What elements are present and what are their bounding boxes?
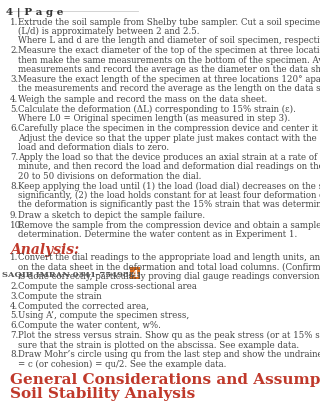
Text: Plot the stress versus strain. Show qu as the peak stress (or at 15% strain) of : Plot the stress versus strain. Show qu a…	[18, 330, 320, 339]
Text: 5.: 5.	[10, 104, 18, 114]
Text: 7.: 7.	[10, 153, 18, 161]
Text: Adjust the device so that the upper plate just makes contact with the specimen a: Adjust the device so that the upper plat…	[18, 133, 320, 142]
Text: Extrude the soil sample from Shelby tube sampler. Cut a soil specimen so that th: Extrude the soil sample from Shelby tube…	[18, 17, 320, 26]
Text: = c (or cohesion) = qu/2. See the example data.: = c (or cohesion) = qu/2. See the exampl…	[18, 359, 226, 368]
Text: the deformation is significantly past the 15% strain that was determined in step: the deformation is significantly past th…	[18, 200, 320, 209]
Text: 4: 4	[132, 269, 138, 278]
Text: Measure the exact length of the specimen at three locations 120° apart, and then: Measure the exact length of the specimen…	[18, 75, 320, 84]
Text: Compute the sample cross-sectional area: Compute the sample cross-sectional area	[18, 281, 197, 290]
Text: is done correctly, particularly proving dial gauge readings conversion into load: is done correctly, particularly proving …	[18, 271, 320, 280]
Text: Using A’, compute the specimen stress,: Using A’, compute the specimen stress,	[18, 311, 189, 320]
Text: 7.: 7.	[10, 330, 18, 339]
Text: sure that the strain is plotted on the abscissa. See example data.: sure that the strain is plotted on the a…	[18, 340, 299, 349]
Text: the measurements and record the average as the length on the data sheet.: the measurements and record the average …	[18, 84, 320, 93]
Text: minute, and then record the load and deformation dial readings on the data sheet: minute, and then record the load and def…	[18, 162, 320, 171]
Text: 8.: 8.	[10, 181, 18, 190]
Text: on the data sheet in the deformation and total load columns. (Confirm that the c: on the data sheet in the deformation and…	[18, 262, 320, 271]
Text: Carefully place the specimen in the compression device and center it on the bott: Carefully place the specimen in the comp…	[18, 124, 320, 133]
Text: 10.: 10.	[10, 220, 24, 229]
Text: Convert the dial readings to the appropriate load and length units, and enter th: Convert the dial readings to the appropr…	[18, 253, 320, 262]
Text: 1.: 1.	[10, 17, 18, 26]
Text: significantly, (2) the load holds constant for at least four deformation dial re: significantly, (2) the load holds consta…	[18, 191, 320, 200]
FancyBboxPatch shape	[130, 267, 140, 279]
Text: measurements and record the average as the diameter on the data sheet.: measurements and record the average as t…	[18, 65, 320, 74]
Text: 2.: 2.	[10, 281, 18, 290]
Text: Remove the sample from the compression device and obtain a sample for water cont: Remove the sample from the compression d…	[18, 220, 320, 229]
Text: 5.: 5.	[10, 311, 18, 320]
Text: 2.: 2.	[10, 46, 18, 55]
Text: General Considerations and Assumptions in the: General Considerations and Assumptions i…	[10, 372, 320, 386]
Text: (L/d) is approximately between 2 and 2.5.: (L/d) is approximately between 2 and 2.5…	[18, 27, 199, 36]
Text: Draw a sketch to depict the sample failure.: Draw a sketch to depict the sample failu…	[18, 210, 205, 219]
Text: Keep applying the load until (1) the load (load dial) decreases on the specimen: Keep applying the load until (1) the loa…	[18, 181, 320, 190]
Text: Where L and d are the length and diameter of soil specimen, respectively.: Where L and d are the length and diamete…	[18, 36, 320, 45]
Text: determination. Determine the water content as in Experiment 1.: determination. Determine the water conte…	[18, 230, 297, 239]
Text: Soil Stability Analysis: Soil Stability Analysis	[10, 386, 195, 400]
Text: 20 to 50 divisions on deformation the dial.: 20 to 50 divisions on deformation the di…	[18, 171, 201, 180]
Text: 3.: 3.	[10, 75, 18, 84]
Text: SAQIB IMRAN 0341-7549889: SAQIB IMRAN 0341-7549889	[2, 270, 140, 278]
Text: Compute the water content, w%.: Compute the water content, w%.	[18, 320, 161, 330]
Text: Where L0 = Original specimen length (as measured in step 3).: Where L0 = Original specimen length (as …	[18, 114, 290, 123]
Text: 6.: 6.	[10, 124, 18, 133]
Text: Draw Mohr’s circle using qu from the last step and show the undrained shear stre: Draw Mohr’s circle using qu from the las…	[18, 349, 320, 358]
Text: Measure the exact diameter of the top of the specimen at three locations 120° ap: Measure the exact diameter of the top of…	[18, 46, 320, 55]
Text: 8.: 8.	[10, 349, 18, 358]
Text: Compute the strain: Compute the strain	[18, 291, 101, 300]
Text: Calculate the deformation (ΔL) corresponding to 15% strain (ε).: Calculate the deformation (ΔL) correspon…	[18, 104, 296, 114]
Text: 9.: 9.	[10, 210, 18, 219]
Text: then make the same measurements on the bottom of the specimen. Average the: then make the same measurements on the b…	[18, 55, 320, 64]
Text: Weigh the sample and record the mass on the data sheet.: Weigh the sample and record the mass on …	[18, 94, 267, 103]
Text: 4 | P a g e: 4 | P a g e	[6, 7, 63, 17]
Text: 6.: 6.	[10, 320, 18, 330]
Text: load and deformation dials to zero.: load and deformation dials to zero.	[18, 142, 169, 152]
Text: Analysis:: Analysis:	[10, 242, 79, 256]
Text: Computed the corrected area,: Computed the corrected area,	[18, 301, 149, 310]
Text: 4.: 4.	[10, 301, 18, 310]
Text: 1.: 1.	[10, 253, 18, 262]
Text: 4.: 4.	[10, 94, 18, 103]
Text: Apply the load so that the device produces an axial strain at a rate of 0.5% to : Apply the load so that the device produc…	[18, 153, 320, 161]
Text: 3.: 3.	[10, 291, 18, 300]
